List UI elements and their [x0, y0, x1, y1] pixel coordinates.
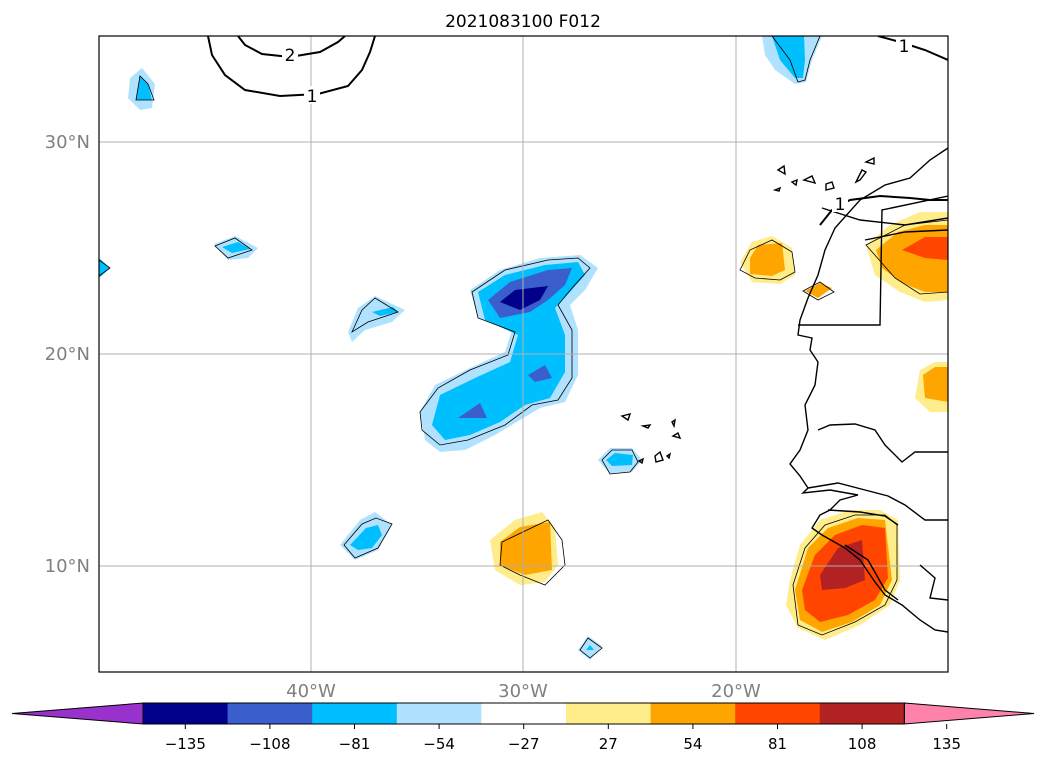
colorbar-tick-label: 135 [932, 735, 961, 753]
contour-label-2: 2 [285, 46, 296, 66]
colorbar-tick-label: 108 [848, 735, 877, 753]
colorbar-extend-max [904, 703, 1034, 724]
colorbar-tick-label: −81 [339, 735, 371, 753]
colorbar-tick-label: −54 [423, 735, 455, 753]
colorbar-segment [228, 703, 313, 724]
contour-label-1: 1 [835, 195, 846, 215]
colorbar-segment [651, 703, 736, 724]
lat-label-10n: 10°N [45, 556, 90, 577]
contour-label-1: 1 [899, 37, 910, 57]
colorbar-segment [566, 703, 651, 724]
colorbar-segment [397, 703, 482, 724]
map-title: 2021083100 F012 [445, 12, 601, 32]
colorbar-tick-label: 81 [768, 735, 787, 753]
lat-label-20n: 20°N [45, 344, 90, 365]
colorbar-tick-label: 27 [599, 735, 618, 753]
colorbar-tick-label: 54 [683, 735, 702, 753]
contour-label-1: 1 [307, 87, 318, 107]
colorbar-tick-label: −108 [249, 735, 290, 753]
colorbar-segment [820, 703, 905, 724]
lon-label-20w: 20°W [711, 681, 761, 702]
latitude-labels: 30°N 20°N 10°N [45, 132, 90, 577]
colorbar-tick-label: −135 [165, 735, 206, 753]
colorbar-tick-label: −27 [508, 735, 540, 753]
colorbar: −135 −108 −81 −54 −27 27 54 81 108 135 [12, 703, 1034, 753]
lat-label-30n: 30°N [45, 132, 90, 153]
colorbar-segment [312, 703, 397, 724]
map-area: 2 1 1 1 [99, 36, 948, 672]
colorbar-segment [143, 703, 228, 724]
figure: 2021083100 F012 [0, 0, 1047, 763]
figure-svg: 2021083100 F012 [0, 0, 1047, 763]
colorbar-segment [481, 703, 566, 724]
lon-label-40w: 40°W [286, 681, 336, 702]
longitude-labels: 40°W 30°W 20°W [286, 681, 761, 702]
colorbar-segment [735, 703, 820, 724]
colorbar-extend-min [12, 703, 143, 724]
lon-label-30w: 30°W [498, 681, 548, 702]
